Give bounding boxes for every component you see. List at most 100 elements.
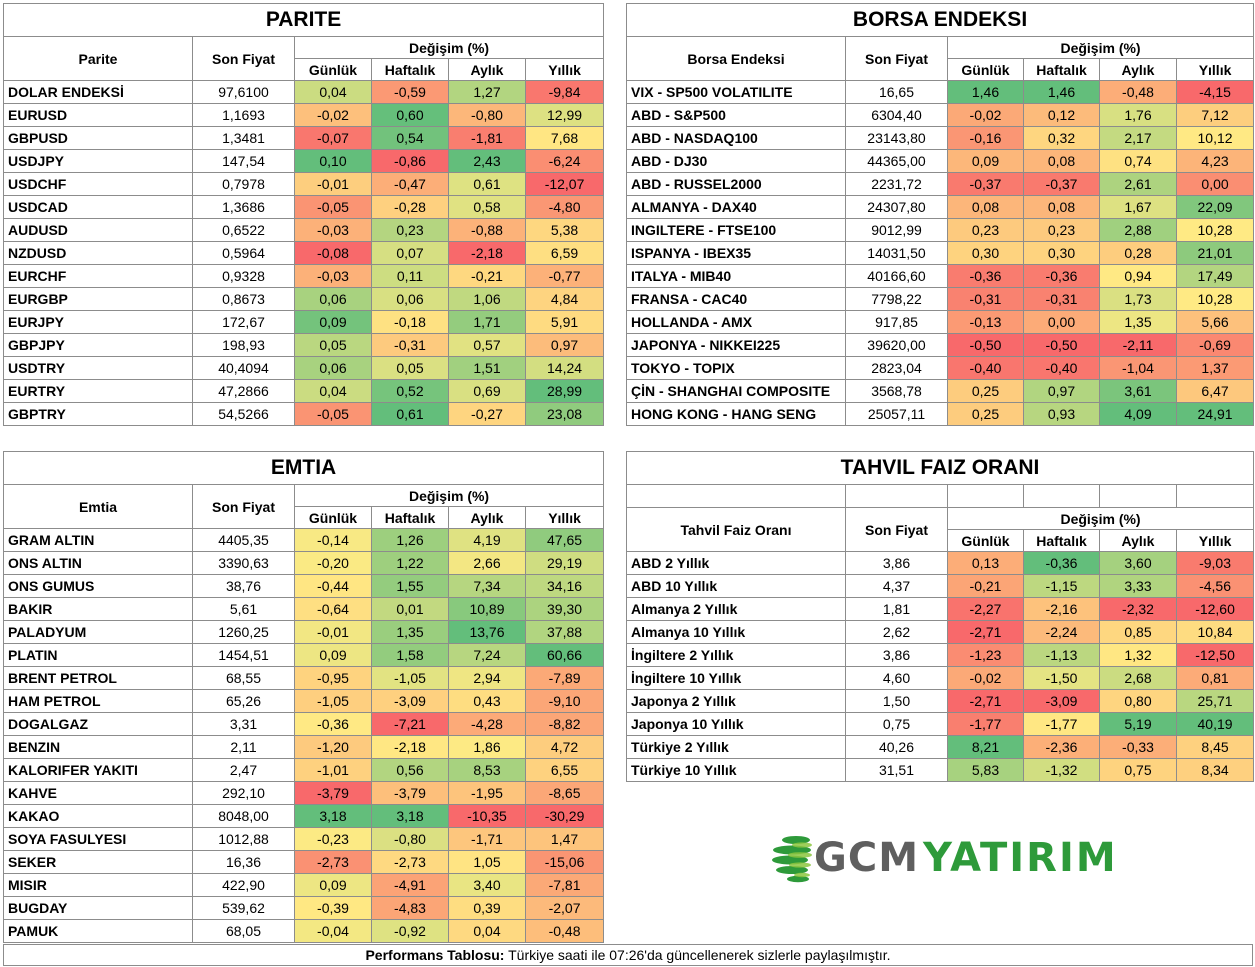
emtia-weekly-header: Haftalık <box>371 506 449 529</box>
borsa-name-cell: ABD - DJ30 <box>626 149 846 173</box>
emtia-name-cell: SEKER <box>3 850 193 874</box>
borsa-yearly-cell: 10,12 <box>1175 126 1255 150</box>
borsa-row: ABD - S&P500 6304,40 -0,02 0,12 1,76 7,12 <box>626 103 1255 127</box>
emtia-row: BRENT PETROL 68,55 -0,95 -1,05 2,94 -7,89 <box>3 666 605 690</box>
emtia-price-cell: 2,47 <box>192 758 295 782</box>
parite-name-cell: USDTRY <box>3 356 193 380</box>
emtia-daily-cell: -0,95 <box>294 666 372 690</box>
parite-weekly-cell: -0,31 <box>371 333 449 357</box>
borsa-monthly-header: Aylık <box>1099 58 1177 81</box>
emtia-name-cell: KALORIFER YAKITI <box>3 758 193 782</box>
emtia-monthly-cell: 10,89 <box>448 597 526 621</box>
emtia-weekly-cell: -7,21 <box>371 712 449 736</box>
tahvil-blank-cell <box>845 484 948 508</box>
footer-bold-label: Performans Tablosu: <box>365 947 505 963</box>
borsa-daily-cell: 0,25 <box>947 402 1024 426</box>
emtia-daily-cell: 3,18 <box>294 804 372 828</box>
emtia-price-cell: 3390,63 <box>192 551 295 575</box>
tahvil-price-cell: 3,86 <box>845 551 948 575</box>
emtia-yearly-cell: -7,89 <box>524 666 605 690</box>
tahvil-weekly-cell: -2,24 <box>1023 620 1100 644</box>
borsa-yearly-cell: 1,37 <box>1175 356 1255 380</box>
borsa-monthly-cell: 2,17 <box>1099 126 1177 150</box>
parite-name-cell: EURJPY <box>3 310 193 334</box>
borsa-monthly-cell: 3,61 <box>1099 379 1177 403</box>
tahvil-row: İngiltere 2 Yıllık 3,86 -1,23 -1,13 1,32 -12,… <box>626 643 1255 667</box>
parite-name-cell: USDCHF <box>3 172 193 196</box>
emtia-row: BAKIR 5,61 -0,64 0,01 10,89 39,30 <box>3 597 605 621</box>
parite-row: USDJPY 147,54 0,10 -0,86 2,43 -6,24 <box>3 149 605 173</box>
tahvil-row: Almanya 2 Yıllık 1,81 -2,27 -2,16 -2,32 -12,6… <box>626 597 1255 621</box>
parite-price-cell: 97,6100 <box>192 80 295 104</box>
tahvil-table: TAHVIL FAIZ ORANI Tahvil Faiz Oranı Son … <box>625 451 1255 782</box>
borsa-price-cell: 6304,40 <box>845 103 948 127</box>
borsa-row: ITALYA - MIB40 40166,60 -0,36 -0,36 0,94 17,4… <box>626 264 1255 288</box>
borsa-row: ALMANYA - DAX40 24307,80 0,08 0,08 1,67 22,09 <box>626 195 1255 219</box>
tahvil-weekly-cell: -1,15 <box>1023 574 1100 598</box>
emtia-row: SEKER 16,36 -2,73 -2,73 1,05 -15,06 <box>3 850 605 874</box>
emtia-weekly-cell: 1,35 <box>371 620 449 644</box>
borsa-row: JAPONYA - NIKKEI225 39620,00 -0,50 -0,50 -2,… <box>626 333 1255 357</box>
emtia-weekly-cell: 0,01 <box>371 597 449 621</box>
tahvil-yearly-cell: 0,81 <box>1175 666 1255 690</box>
footer-note: Performans Tablosu: Türkiye saati ile 07… <box>3 944 1253 966</box>
emtia-name-cell: DOGALGAZ <box>3 712 193 736</box>
emtia-price-cell: 16,36 <box>192 850 295 874</box>
tahvil-yearly-cell: 40,19 <box>1175 712 1255 736</box>
tahvil-monthly-cell: 3,60 <box>1099 551 1177 575</box>
tahvil-yearly-cell: 8,34 <box>1175 758 1255 782</box>
borsa-price-cell: 3568,78 <box>845 379 948 403</box>
parite-monthly-cell: 0,58 <box>448 195 526 219</box>
tahvil-daily-cell: -2,71 <box>947 620 1024 644</box>
parite-name-cell: USDCAD <box>3 195 193 219</box>
emtia-name-cell: GRAM ALTIN <box>3 528 193 552</box>
emtia-name-cell: PAMUK <box>3 919 193 943</box>
parite-row: GBPTRY 54,5266 -0,05 0,61 -0,27 23,08 <box>3 402 605 426</box>
tahvil-daily-cell: -2,27 <box>947 597 1024 621</box>
parite-monthly-cell: 1,27 <box>448 80 526 104</box>
tahvil-name-cell: Türkiye 10 Yıllık <box>626 758 846 782</box>
parite-weekly-cell: 0,52 <box>371 379 449 403</box>
tahvil-monthly-cell: 1,32 <box>1099 643 1177 667</box>
borsa-price-cell: 39620,00 <box>845 333 948 357</box>
emtia-weekly-cell: -3,09 <box>371 689 449 713</box>
emtia-monthly-header: Aylık <box>448 506 526 529</box>
tahvil-price-cell: 3,86 <box>845 643 948 667</box>
tahvil-monthly-cell: 0,80 <box>1099 689 1177 713</box>
emtia-price-cell: 38,76 <box>192 574 295 598</box>
parite-price-cell: 1,3481 <box>192 126 295 150</box>
borsa-weekly-cell: 1,46 <box>1023 80 1100 104</box>
parite-monthly-cell: -0,27 <box>448 402 526 426</box>
emtia-price-cell: 292,10 <box>192 781 295 805</box>
parite-weekly-cell: -0,47 <box>371 172 449 196</box>
emtia-weekly-cell: 3,18 <box>371 804 449 828</box>
borsa-price-cell: 7798,22 <box>845 287 948 311</box>
emtia-row: PLATIN 1454,51 0,09 1,58 7,24 60,66 <box>3 643 605 667</box>
parite-weekly-cell: 0,11 <box>371 264 449 288</box>
gcm-yatirim-logo: GCM YATIRIM <box>772 830 1116 886</box>
tahvil-row: Japonya 2 Yıllık 1,50 -2,71 -3,09 0,80 25,71 <box>626 689 1255 713</box>
borsa-price-cell: 40166,60 <box>845 264 948 288</box>
tahvil-daily-cell: 0,13 <box>947 551 1024 575</box>
emtia-price-cell: 68,55 <box>192 666 295 690</box>
tahvil-blank-cell <box>626 484 846 508</box>
emtia-name-cell: HAM PETROL <box>3 689 193 713</box>
parite-yearly-cell: 12,99 <box>524 103 605 127</box>
borsa-weekly-cell: 0,97 <box>1023 379 1100 403</box>
parite-monthly-cell: 0,57 <box>448 333 526 357</box>
emtia-monthly-cell: -1,71 <box>448 827 526 851</box>
tahvil-weekly-cell: -1,77 <box>1023 712 1100 736</box>
parite-yearly-cell: -9,84 <box>524 80 605 104</box>
borsa-row: VIX - SP500 VOLATILITE 16,65 1,46 1,46 -0,48… <box>626 80 1255 104</box>
emtia-daily-cell: -0,04 <box>294 919 372 943</box>
borsa-yearly-cell: 24,91 <box>1175 402 1255 426</box>
parite-daily-cell: -0,02 <box>294 103 372 127</box>
borsa-name-cell: INGILTERE - FTSE100 <box>626 218 846 242</box>
borsa-yearly-cell: 7,12 <box>1175 103 1255 127</box>
tahvil-yearly-cell: 25,71 <box>1175 689 1255 713</box>
parite-monthly-cell: 1,51 <box>448 356 526 380</box>
emtia-weekly-cell: 1,22 <box>371 551 449 575</box>
borsa-monthly-cell: -1,04 <box>1099 356 1177 380</box>
parite-price-cell: 198,93 <box>192 333 295 357</box>
tahvil-monthly-cell: -2,32 <box>1099 597 1177 621</box>
